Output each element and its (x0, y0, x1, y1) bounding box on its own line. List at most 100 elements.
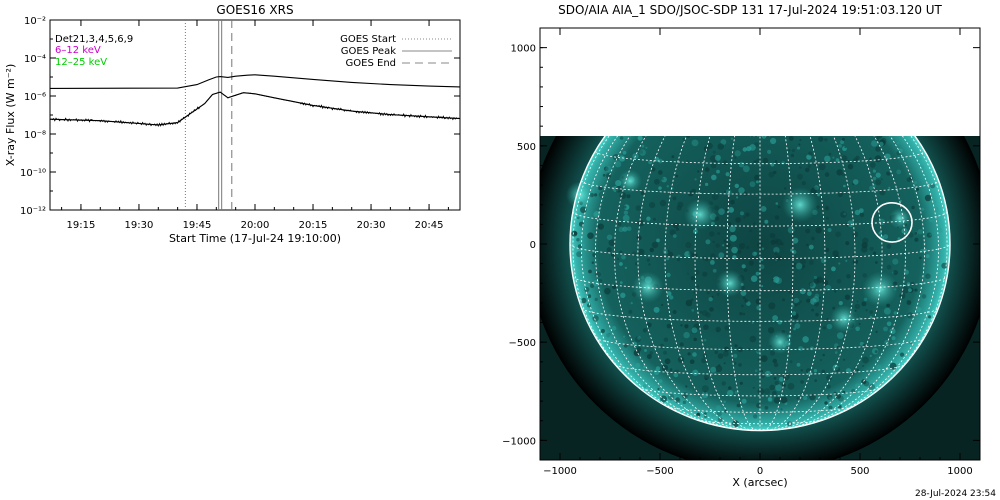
aia-texture-speck (874, 155, 882, 163)
aia-texture-speck (738, 120, 743, 125)
aia-texture-speck (733, 361, 737, 365)
aia-texture-speck (913, 180, 918, 185)
aia-texture-speck (623, 210, 629, 215)
aia-texture-speck (755, 180, 759, 184)
aia-texture-speck (812, 296, 820, 303)
aia-texture-speck (921, 294, 927, 299)
aia-texture-speck (746, 123, 749, 126)
aia-y-tick-label: −500 (509, 338, 536, 349)
aia-texture-speck (705, 377, 708, 381)
aia-texture-speck (589, 312, 592, 315)
aia-texture-speck (861, 242, 868, 249)
aia-texture-speck (786, 64, 790, 68)
aia-texture-speck (705, 182, 709, 186)
aia-texture-speck (828, 152, 832, 156)
aia-latitude-line (581, 308, 939, 322)
aia-texture-speck (675, 397, 680, 402)
goes-xrs-chart: GOES16 XRS 19:15 19:30 19:45 20:00 20:15 20:3… (4, 3, 461, 245)
aia-texture-speck (671, 155, 675, 159)
aia-texture-speck (859, 212, 865, 218)
aia-texture-speck (649, 202, 656, 209)
aia-texture-speck (677, 254, 681, 258)
aia-texture-speck (790, 153, 795, 158)
aia-texture-speck (733, 156, 737, 159)
aia-texture-speck (667, 249, 670, 253)
aia-texture-speck (879, 141, 884, 147)
aia-texture-speck (705, 258, 709, 262)
aia-texture-speck (761, 285, 764, 288)
aia-texture-speck (689, 359, 695, 365)
aia-texture-speck (711, 295, 714, 298)
aia-texture-speck (841, 137, 845, 141)
aia-texture-speck (736, 128, 742, 134)
aia-texture-speck (809, 94, 814, 99)
aia-longitude-line (806, 136, 939, 426)
aia-latitude-line (614, 364, 906, 376)
aia-texture-speck (872, 130, 876, 134)
goes-series-long (50, 74, 460, 89)
aia-texture-speck (898, 125, 901, 128)
aia-texture-speck (656, 238, 660, 243)
aia-texture-speck (875, 261, 878, 264)
aia-texture-speck (705, 312, 711, 318)
aia-texture-speck (748, 260, 755, 266)
aia-texture-speck (831, 266, 836, 272)
aia-texture-speck (822, 353, 825, 357)
aia-texture-speck (779, 376, 784, 382)
aia-texture-speck (730, 137, 734, 140)
aia-texture-speck (817, 95, 820, 98)
aia-texture-speck (715, 243, 720, 248)
aia-texture-speck (701, 310, 708, 317)
aia-texture-speck (825, 216, 829, 220)
aia-texture-speck (592, 315, 599, 322)
aia-texture-speck (658, 170, 663, 175)
aia-texture-speck (896, 142, 899, 145)
aia-texture-speck (787, 421, 793, 427)
aia-texture-speck (762, 102, 767, 107)
aia-texture-speck (749, 144, 756, 151)
aia-image-panel: SDO/AIA AIA_1 SDO/JSOC-SDP 131 17-Jul-20… (502, 3, 981, 489)
aia-texture-speck (768, 171, 775, 178)
aia-texture-speck (661, 177, 664, 181)
aia-texture-speck (767, 397, 772, 402)
aia-texture-speck (771, 390, 777, 396)
aia-texture-speck (712, 240, 715, 244)
aia-texture-speck (666, 323, 672, 329)
goes-series-short-noise (50, 91, 459, 128)
aia-texture-speck (738, 161, 745, 168)
aia-title: SDO/AIA AIA_1 SDO/JSOC-SDP 131 17-Jul-20… (558, 3, 942, 17)
aia-longitude-line (637, 136, 748, 431)
aia-texture-speck (722, 244, 725, 247)
aia-texture-speck (767, 149, 772, 154)
aia-texture-speck (883, 234, 889, 240)
aia-texture-speck (688, 128, 690, 130)
aia-texture-speck (641, 144, 645, 148)
aia-texture-speck (657, 125, 663, 131)
aia-texture-speck (823, 94, 827, 98)
aia-texture-speck (753, 160, 757, 164)
aia-texture-speck (769, 384, 776, 391)
aia-texture-speck (797, 93, 802, 98)
aia-texture-speck (587, 232, 594, 239)
goes-y-tick-label: 10⁻² (24, 16, 46, 27)
aia-texture-speck (599, 191, 607, 198)
aia-texture-speck (727, 221, 732, 227)
aia-texture-speck (617, 222, 622, 226)
aia-texture-speck (604, 287, 611, 295)
aia-texture-speck (840, 140, 845, 145)
aia-texture-speck (721, 107, 724, 110)
aia-texture-speck (808, 244, 814, 250)
aia-latitude-line (595, 150, 925, 165)
aia-texture-speck (792, 237, 799, 244)
aia-texture-speck (612, 284, 617, 289)
aia-texture-speck (815, 312, 819, 317)
aia-texture-speck (826, 394, 833, 400)
aia-texture-speck (689, 113, 696, 120)
aia-texture-speck (729, 234, 737, 242)
aia-texture-speck (795, 262, 803, 270)
aia-texture-speck (899, 199, 902, 202)
aia-texture-speck (840, 106, 845, 111)
aia-texture-speck (764, 406, 769, 410)
aia-texture-speck (875, 179, 882, 186)
aia-texture-speck (800, 369, 803, 372)
